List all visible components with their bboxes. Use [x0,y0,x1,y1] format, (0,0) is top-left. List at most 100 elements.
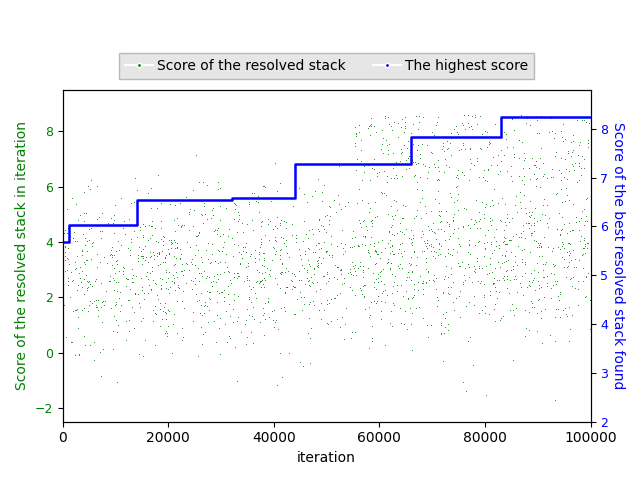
Point [353,241,364,249]
Point [215,184,225,192]
Point [236,250,246,258]
Point [572,218,582,226]
Point [278,234,288,241]
Point [233,269,243,276]
Point [237,228,248,236]
Point [493,258,503,266]
Point [146,285,156,293]
Point [357,240,367,248]
Point [161,315,172,323]
Point [386,122,396,130]
Point [321,249,332,256]
Point [445,139,456,147]
Point [254,208,264,216]
Point [561,175,572,182]
Point [400,307,410,315]
Point [499,234,509,241]
Point [536,283,546,291]
Point [437,145,447,153]
Point [230,200,241,207]
Point [312,259,323,266]
Point [207,204,218,212]
Point [423,168,433,176]
Point [313,225,323,233]
Point [212,271,222,278]
Point [80,234,90,242]
Point [70,264,81,272]
Point [508,143,518,151]
Point [203,255,213,263]
Point [216,247,227,255]
Point [97,209,108,216]
Point [387,247,397,254]
Point [477,199,487,206]
Point [531,182,541,190]
Point [303,281,314,289]
Point [244,293,255,301]
Point [175,245,185,252]
Point [63,277,73,285]
Point [350,123,360,131]
Point [463,111,473,119]
Point [311,287,321,295]
Point [253,198,264,206]
Point [499,258,509,266]
Point [581,213,591,220]
Point [207,250,217,258]
Point [172,273,182,281]
Point [527,278,538,286]
Point [234,211,244,218]
Point [461,387,471,395]
Point [489,233,499,241]
Point [494,241,504,249]
Point [302,268,312,276]
Point [465,224,475,232]
Point [111,247,122,255]
Point [463,221,474,228]
Point [314,215,324,223]
Point [118,225,128,232]
Point [333,191,343,199]
Point [318,273,328,280]
Point [403,268,413,276]
Point [175,199,185,207]
Point [308,279,318,287]
Point [538,173,548,180]
Point [402,325,412,333]
Point [320,213,330,220]
Point [279,303,289,311]
Point [70,351,80,359]
Point [168,320,178,328]
Point [79,341,90,348]
Point [456,145,466,153]
Point [156,225,166,232]
Point [409,248,419,256]
Point [364,303,374,311]
Point [529,228,539,235]
Point [93,306,103,313]
Point [248,303,258,311]
Point [196,269,206,277]
Point [474,309,484,317]
Point [86,299,97,306]
Point [449,210,460,218]
Point [572,179,582,186]
Point [173,283,183,290]
Point [515,279,525,287]
Point [550,261,560,268]
Point [252,266,262,274]
Point [67,338,77,346]
Point [399,129,410,136]
Point [536,314,547,322]
Point [156,235,166,243]
Point [519,172,529,180]
Point [514,233,524,241]
Point [518,228,528,235]
Point [229,199,239,207]
Point [482,177,492,184]
Point [531,163,541,171]
Point [108,345,118,352]
Point [549,396,559,403]
Point [237,254,247,262]
Point [97,298,107,306]
